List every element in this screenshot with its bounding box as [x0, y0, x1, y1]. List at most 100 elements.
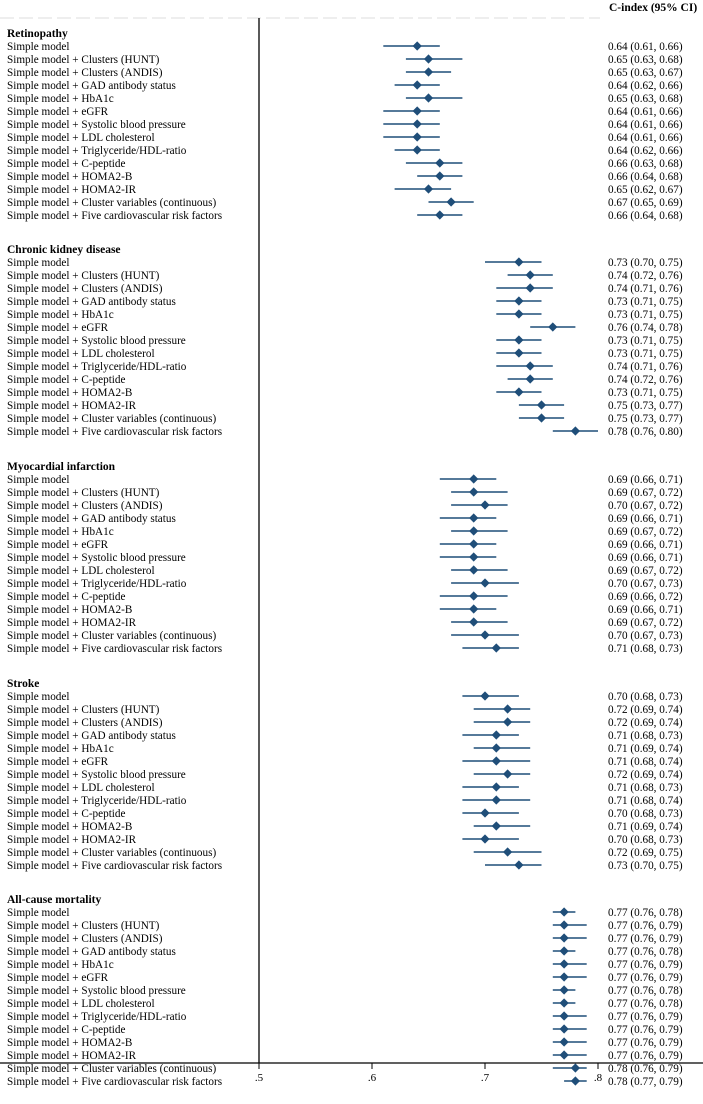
ci-value: 0.69 (0.67, 0.72) [608, 526, 683, 538]
model-row: Simple model + GAD antibody status 0.71 (… [7, 730, 683, 742]
point-estimate-marker [525, 283, 535, 293]
model-row: Simple model + Clusters (ANDIS) 0.74 (0.7… [7, 283, 683, 295]
point-estimate-marker [469, 617, 479, 627]
model-label: Simple model + Clusters (ANDIS) [7, 717, 163, 729]
model-row: Simple model + LDL cholesterol 0.73 (0.71… [7, 348, 683, 360]
model-row: Simple model + HOMA2-IR 0.75 (0.73, 0.77) [7, 400, 683, 412]
model-row: Simple model + HbA1c 0.71 (0.69, 0.74) [7, 743, 683, 755]
model-row: Simple model + LDL cholesterol 0.77 (0.76… [7, 998, 683, 1010]
ci-value: 0.77 (0.76, 0.79) [608, 1024, 683, 1036]
ci-value: 0.64 (0.61, 0.66) [608, 119, 683, 131]
point-estimate-marker [559, 959, 569, 969]
point-estimate-marker [536, 400, 547, 410]
model-row: Simple model + Five cardiovascular risk … [7, 210, 683, 222]
ci-value: 0.66 (0.63, 0.68) [608, 158, 683, 170]
ci-value: 0.65 (0.63, 0.67) [608, 67, 683, 79]
model-label: Simple model + C-peptide [7, 591, 126, 603]
model-row: Simple model + HbA1c 0.69 (0.67, 0.72) [7, 526, 683, 538]
ci-value: 0.71 (0.69, 0.74) [608, 821, 683, 833]
model-row: Simple model + HOMA2-B 0.77 (0.76, 0.79) [7, 1037, 683, 1049]
model-row: Simple model + Systolic blood pressure 0.… [7, 985, 683, 997]
point-estimate-marker [503, 847, 513, 857]
model-label: Simple model + GAD antibody status [7, 296, 176, 308]
point-estimate-marker [514, 296, 524, 306]
model-label: Simple model + Clusters (HUNT) [7, 704, 160, 716]
point-estimate-marker [491, 730, 501, 740]
model-label: Simple model [7, 691, 69, 703]
model-label: Simple model + Triglyceride/HDL-ratio [7, 1011, 187, 1023]
point-estimate-marker [412, 119, 422, 129]
ci-value: 0.78 (0.76, 0.79) [608, 1063, 683, 1075]
model-label: Simple model + GAD antibody status [7, 513, 176, 525]
model-label: Simple model + C-peptide [7, 808, 126, 820]
point-estimate-marker [548, 322, 558, 332]
model-label: Simple model + Clusters (ANDIS) [7, 500, 163, 512]
model-label: Simple model [7, 41, 69, 53]
ci-value: 0.69 (0.66, 0.71) [608, 552, 683, 564]
model-row: Simple model + Cluster variables (contin… [7, 197, 683, 209]
model-row: Simple model + Clusters (HUNT) 0.65 (0.63… [7, 54, 683, 66]
model-label: Simple model + LDL cholesterol [7, 348, 155, 360]
ci-value: 0.65 (0.62, 0.67) [608, 184, 683, 196]
model-row: Simple model + C-peptide 0.74 (0.72, 0.76… [7, 374, 683, 386]
ci-value: 0.64 (0.61, 0.66) [608, 106, 683, 118]
ci-value: 0.70 (0.67, 0.73) [608, 578, 683, 590]
ci-value: 0.65 (0.63, 0.68) [608, 54, 683, 66]
model-row: Simple model + Clusters (ANDIS) 0.72 (0.6… [7, 717, 683, 729]
model-label: Simple model + HOMA2-IR [7, 400, 137, 412]
point-estimate-marker [480, 500, 490, 510]
ci-column-header: C-index (95% CI) [609, 2, 697, 14]
point-estimate-marker [514, 335, 524, 345]
ci-value: 0.69 (0.67, 0.72) [608, 565, 683, 577]
ci-value: 0.70 (0.67, 0.72) [608, 500, 683, 512]
model-row: Simple model + Triglyceride/HDL-ratio 0.6… [7, 145, 683, 157]
ci-value: 0.73 (0.71, 0.75) [608, 348, 683, 360]
ci-value: 0.77 (0.76, 0.78) [608, 985, 683, 997]
x-tick-label: .8 [594, 1072, 603, 1084]
model-row: Simple model + GAD antibody status 0.69 (… [7, 513, 683, 525]
model-label: Simple model + Clusters (ANDIS) [7, 67, 163, 79]
ci-value: 0.78 (0.77, 0.79) [608, 1076, 683, 1088]
point-estimate-marker [559, 998, 569, 1008]
model-label: Simple model + C-peptide [7, 158, 126, 170]
model-row: Simple model + HOMA2-IR 0.69 (0.67, 0.72) [7, 617, 683, 629]
point-estimate-marker [503, 704, 513, 714]
model-row: Simple model + eGFR 0.64 (0.61, 0.66) [7, 106, 683, 118]
model-row: Simple model + Cluster variables (contin… [7, 847, 683, 859]
model-label: Simple model [7, 474, 69, 486]
model-row: Simple model + Triglyceride/HDL-ratio 0.7… [7, 578, 683, 590]
ci-value: 0.69 (0.66, 0.72) [608, 591, 683, 603]
point-estimate-marker [435, 171, 445, 181]
model-label: Simple model [7, 257, 69, 269]
model-row: Simple model + GAD antibody status 0.64 (… [7, 80, 683, 92]
model-label: Simple model + GAD antibody status [7, 80, 176, 92]
ci-value: 0.66 (0.64, 0.68) [608, 171, 683, 183]
ci-value: 0.77 (0.76, 0.79) [608, 972, 683, 984]
model-label: Simple model + HOMA2-B [7, 1037, 132, 1049]
ci-value: 0.74 (0.71, 0.76) [608, 283, 683, 295]
point-estimate-marker [480, 691, 490, 701]
model-row: Simple model + Triglyceride/HDL-ratio 0.7… [7, 1011, 683, 1023]
point-estimate-marker [435, 158, 445, 168]
outcome-header: Myocardial infarction [7, 461, 116, 473]
ci-value: 0.72 (0.69, 0.75) [608, 847, 683, 859]
model-label: Simple model + HOMA2-B [7, 387, 132, 399]
model-row: Simple model + Clusters (ANDIS) 0.65 (0.6… [7, 67, 683, 79]
model-row: Simple model + Cluster variables (contin… [7, 413, 683, 425]
point-estimate-marker [503, 717, 513, 727]
model-row: Simple model + HbA1c 0.65 (0.63, 0.68) [7, 93, 683, 105]
model-label: Simple model + GAD antibody status [7, 946, 176, 958]
model-label: Simple model + Systolic blood pressure [7, 769, 186, 781]
ci-value: 0.70 (0.68, 0.73) [608, 691, 683, 703]
point-estimate-marker [469, 513, 479, 523]
model-row: Simple model + eGFR 0.77 (0.76, 0.79) [7, 972, 683, 984]
model-label: Simple model + Cluster variables (contin… [7, 197, 216, 209]
point-estimate-marker [435, 210, 445, 220]
point-estimate-marker [469, 565, 479, 575]
model-row: Simple model + C-peptide 0.66 (0.63, 0.68… [7, 158, 683, 170]
model-row: Simple model + eGFR 0.71 (0.68, 0.74) [7, 756, 683, 768]
point-estimate-marker [491, 795, 501, 805]
